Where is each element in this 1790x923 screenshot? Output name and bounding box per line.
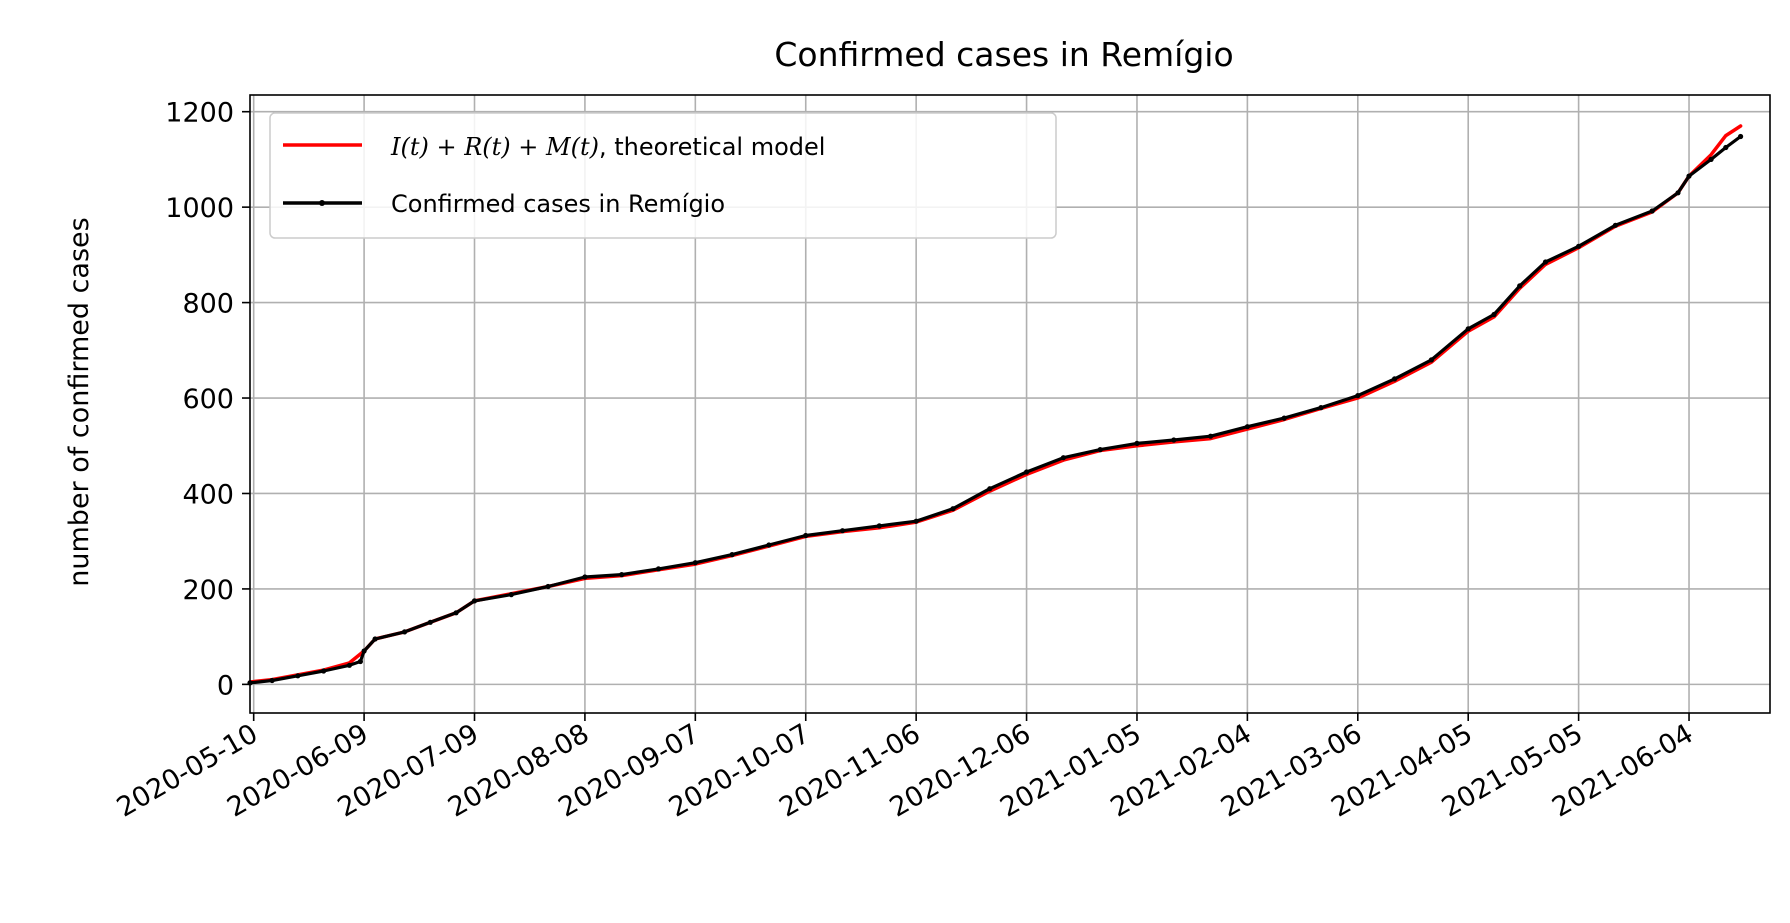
data-point bbox=[1318, 405, 1324, 411]
data-point bbox=[346, 662, 352, 668]
data-point bbox=[913, 518, 919, 524]
data-point bbox=[876, 523, 882, 529]
y-tick-label: 200 bbox=[182, 575, 234, 606]
data-point bbox=[1723, 144, 1729, 151]
data-point bbox=[1171, 437, 1177, 443]
data-point bbox=[655, 566, 662, 572]
data-point bbox=[269, 677, 275, 684]
data-point bbox=[692, 560, 698, 566]
data-point bbox=[372, 636, 378, 642]
data-point bbox=[508, 592, 514, 598]
legend-label-model: I(t) + R(t) + M(t), theoretical model bbox=[390, 133, 825, 161]
data-point bbox=[427, 619, 433, 625]
data-point bbox=[1134, 440, 1140, 446]
data-point bbox=[619, 572, 625, 578]
y-tick-label: 1200 bbox=[165, 98, 234, 129]
data-point bbox=[295, 673, 301, 679]
data-point bbox=[1060, 455, 1066, 461]
y-tick-label: 600 bbox=[182, 384, 234, 415]
data-point bbox=[1281, 415, 1287, 421]
data-point bbox=[1208, 433, 1214, 439]
data-point bbox=[1355, 393, 1361, 399]
data-point bbox=[471, 598, 478, 604]
data-point bbox=[1491, 311, 1497, 318]
data-point bbox=[582, 574, 588, 580]
data-point bbox=[1392, 376, 1398, 382]
legend-label-model-math: I(t) + R(t) + M(t) bbox=[390, 133, 599, 161]
data-point bbox=[402, 629, 408, 635]
series-line-confirmed bbox=[248, 134, 1743, 685]
data-point bbox=[1576, 243, 1582, 249]
data-point bbox=[1612, 222, 1618, 228]
data-point bbox=[453, 610, 459, 616]
y-tick-label: 0 bbox=[217, 670, 234, 701]
data-point bbox=[1244, 424, 1250, 430]
y-tick-label: 800 bbox=[182, 289, 234, 320]
data-point bbox=[1738, 133, 1744, 140]
data-point bbox=[361, 648, 367, 654]
data-point bbox=[766, 542, 772, 548]
data-point bbox=[321, 668, 327, 674]
data-point bbox=[950, 506, 956, 512]
data-point bbox=[1542, 259, 1549, 265]
data-point bbox=[987, 486, 993, 492]
y-tick-label: 400 bbox=[182, 479, 234, 510]
data-point bbox=[1675, 190, 1681, 196]
data-point bbox=[1708, 156, 1714, 162]
data-point bbox=[1649, 208, 1655, 214]
plot-frame bbox=[249, 94, 1771, 714]
data-point bbox=[729, 552, 735, 558]
data-point bbox=[1024, 469, 1030, 475]
data-point bbox=[1517, 283, 1523, 289]
data-point bbox=[545, 583, 551, 590]
data-point bbox=[803, 532, 809, 539]
data-point bbox=[1686, 173, 1692, 179]
legend-marker-confirmed bbox=[319, 200, 325, 206]
data-point bbox=[1097, 447, 1103, 453]
data-point bbox=[1428, 357, 1434, 363]
chart-title: Confirmed cases in Remígio bbox=[774, 35, 1233, 74]
data-point bbox=[357, 658, 363, 665]
y-axis-label: number of confirmed cases bbox=[64, 217, 95, 586]
y-tick-label: 1000 bbox=[165, 193, 234, 224]
series-group bbox=[247, 124, 1744, 686]
data-point bbox=[839, 528, 846, 534]
legend: I(t) + R(t) + M(t), theoretical model Co… bbox=[269, 112, 1057, 239]
data-point bbox=[1465, 326, 1471, 332]
legend-box bbox=[269, 112, 1057, 239]
legend-label-model-text: , theoretical model bbox=[599, 133, 825, 161]
legend-label-confirmed: Confirmed cases in Remígio bbox=[391, 190, 725, 218]
